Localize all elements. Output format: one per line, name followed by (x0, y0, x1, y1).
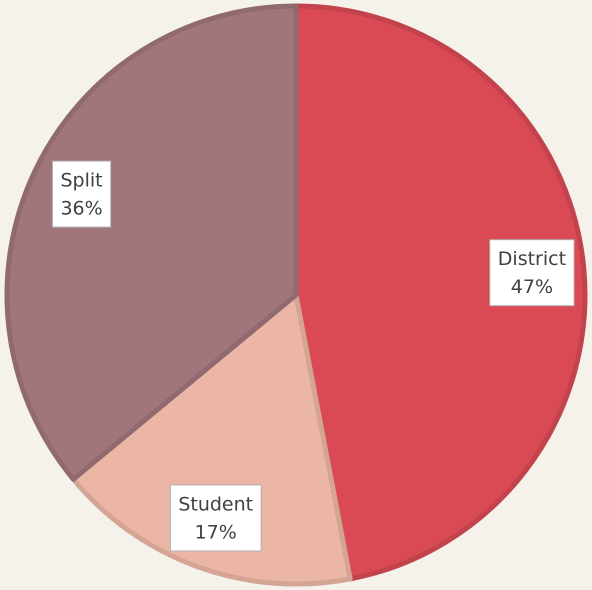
pie-slice (293, 3, 588, 582)
label-box (489, 239, 575, 307)
value-label: 36% (60, 198, 102, 220)
labels: District 47% Student 17% Split 36% (51, 160, 575, 552)
pie-slice (4, 3, 299, 482)
category-label: District (498, 248, 566, 270)
pie-slice (70, 292, 353, 587)
label-box (169, 484, 262, 552)
slices (4, 3, 588, 587)
category-label: Student (178, 493, 253, 515)
value-label: 47% (511, 276, 553, 298)
category-label: Split (61, 170, 103, 192)
data-label: Split 36% (51, 160, 112, 228)
label-box (51, 160, 112, 228)
data-label: Student 17% (169, 484, 262, 552)
data-label: District 47% (489, 239, 575, 307)
value-label: 17% (195, 521, 237, 543)
